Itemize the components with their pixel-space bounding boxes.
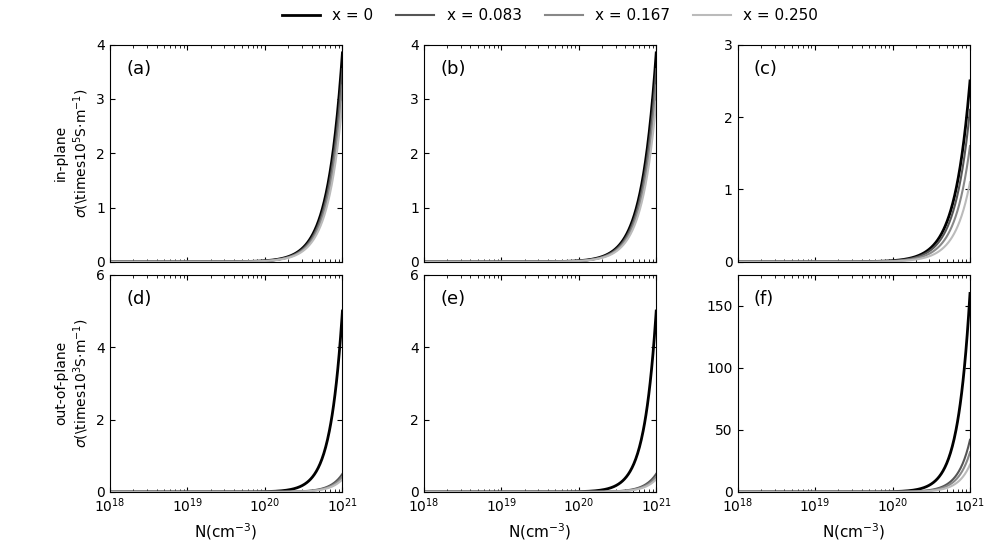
Text: (e): (e) [440,290,465,308]
Text: (b): (b) [440,60,466,78]
Text: (c): (c) [754,60,778,78]
Y-axis label: in-plane
$\sigma$(\times10$^5$S$\cdot$m$^{-1}$): in-plane $\sigma$(\times10$^5$S$\cdot$m$… [54,88,91,218]
X-axis label: N(cm$^{-3}$): N(cm$^{-3}$) [194,521,258,542]
Legend: x = 0, x = 0.083, x = 0.167, x = 0.250: x = 0, x = 0.083, x = 0.167, x = 0.250 [276,2,824,29]
X-axis label: N(cm$^{-3}$): N(cm$^{-3}$) [822,521,886,542]
Text: (f): (f) [754,290,774,308]
Text: (d): (d) [126,290,152,308]
Y-axis label: out-of-plane
$\sigma$(\times10$^3$S$\cdot$m$^{-1}$): out-of-plane $\sigma$(\times10$^3$S$\cdo… [54,319,91,448]
X-axis label: N(cm$^{-3}$): N(cm$^{-3}$) [508,521,572,542]
Text: (a): (a) [126,60,151,78]
